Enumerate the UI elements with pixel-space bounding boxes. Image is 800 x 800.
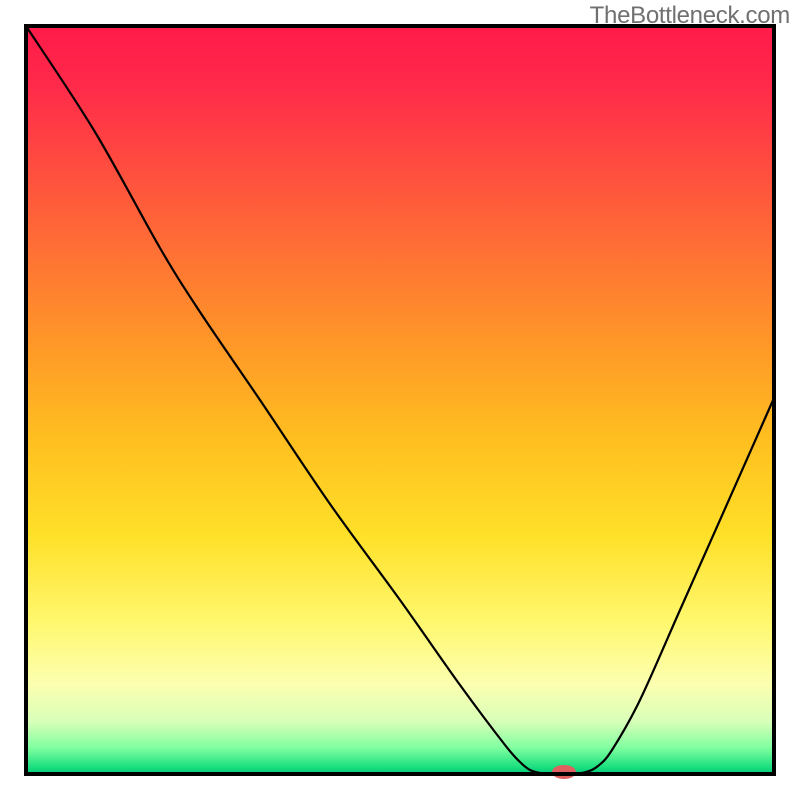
plot-background xyxy=(26,26,774,774)
watermark-text: TheBottleneck.com xyxy=(590,2,790,30)
chart-container: TheBottleneck.com xyxy=(0,0,800,800)
bottleneck-chart xyxy=(0,0,800,800)
